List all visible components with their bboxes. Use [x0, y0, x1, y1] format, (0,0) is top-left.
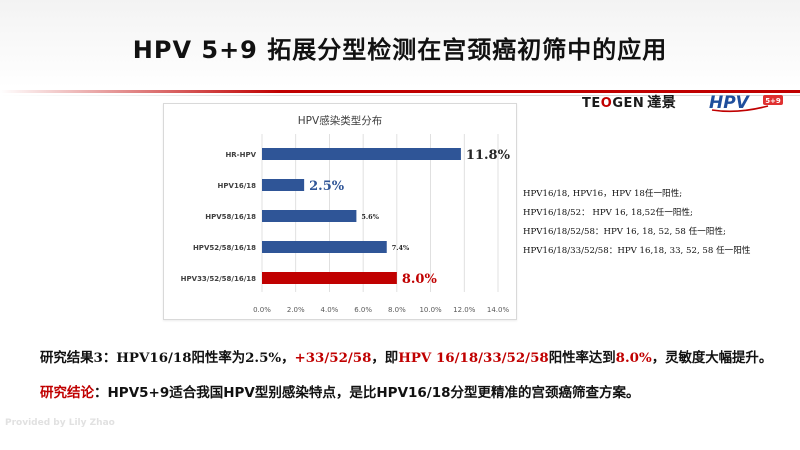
study-result-3: 研究结果3：HPV16/18阳性率为2.5%，+33/52/58，即HPV 16…	[40, 346, 790, 366]
chart-title: HPV感染类型分布	[298, 114, 382, 127]
chart-x-tick-label: 4.0%	[321, 306, 339, 314]
side-note-4: HPV16/18/33/52/58：HPV 16,18, 33, 52, 58 …	[523, 246, 751, 256]
title-underline-thin	[0, 95, 800, 96]
side-note-2: HPV16/18/52： HPV 16, 18,52任一阳性;	[523, 208, 693, 218]
hpv-logo-badge-bg	[763, 95, 783, 105]
chart-category-label: HPV33/52/58/16/18	[181, 275, 256, 283]
result-part-7: ，灵敏度大幅提升。	[651, 350, 773, 366]
result-part-3: ，即	[371, 350, 399, 366]
conclusion-text: ：HPV5+9适合我国HPV型别感染特点，是比HPV16/18分型更精准的宫颈癌…	[94, 385, 640, 401]
result-part-5: 阳性率达到	[548, 350, 616, 366]
result-part-6: 8.0%	[615, 350, 652, 366]
hpv-logo-text: HPV	[709, 93, 751, 113]
teogen-logo-chinese: 達景	[647, 95, 677, 111]
teogen-logo-prefix: TE	[582, 96, 601, 111]
bar-chart: HPV感染类型分布 HR-HPV HPV16/18 HPV58/16/18 HPV52…	[181, 114, 511, 314]
chart-x-tick-label: 10.0%	[419, 306, 442, 314]
chart-x-tick-label: 2.0%	[287, 306, 305, 314]
chart-data-label: 2.5%	[309, 179, 345, 194]
title-band	[0, 0, 800, 88]
chart-x-tick-label: 8.0%	[388, 306, 406, 314]
result-part-1: 研究结果3：HPV16/18阳性率为2.5%，	[40, 350, 295, 366]
chart-category-label: HPV52/58/16/18	[193, 244, 256, 252]
chart-data-labels: 11.8% 2.5% 5.6% 7.4% 8.0%	[309, 148, 510, 287]
chart-data-label: 8.0%	[402, 272, 438, 287]
chart-x-tick-label: 6.0%	[354, 306, 372, 314]
chart-bars	[262, 148, 461, 284]
title-underline	[0, 90, 800, 93]
hpv-5-9-logo: HPV 5+9	[709, 93, 783, 113]
chart-data-label: 5.6%	[361, 213, 379, 221]
chart-bar	[262, 241, 387, 253]
watermark: Provided by Lily Zhao	[5, 418, 115, 428]
slide-title: HPV 5+9 拓展分型检测在宫颈癌初筛中的应用	[132, 36, 668, 64]
result-part-2: +33/52/58	[294, 350, 372, 366]
chart-data-label: 7.4%	[392, 244, 410, 252]
teogen-logo-suffix: GEN	[612, 96, 645, 111]
hpv-logo-swoosh	[711, 105, 769, 113]
chart-data-label: 11.8%	[466, 148, 511, 163]
side-note-1: HPV16/18, HPV16，HPV 18任一阳性;	[523, 189, 683, 199]
chart-x-tick-label: 14.0%	[487, 306, 510, 314]
teogen-logo-o: O	[600, 96, 613, 111]
hpv-logo-badge: 5+9	[765, 97, 781, 105]
side-notes: HPV16/18, HPV16，HPV 18任一阳性; HPV16/18/52：…	[523, 185, 793, 261]
chart-bar	[262, 210, 357, 222]
chart-x-tick-label: 0.0%	[253, 306, 271, 314]
teogen-logo: TEOGEN 達景	[582, 92, 677, 111]
chart-bar	[262, 272, 397, 284]
chart-category-labels: HR-HPV HPV16/18 HPV58/16/18 HPV52/58/16/18 H…	[181, 151, 257, 283]
chart-bar	[262, 179, 305, 191]
side-note-3: HPV16/18/52/58：HPV 16, 18, 52, 58 任一阳性;	[523, 227, 726, 237]
chart-category-label: HR-HPV	[225, 151, 256, 159]
chart-container: HPV感染类型分布 HR-HPV HPV16/18 HPV58/16/18 HPV52…	[163, 103, 517, 320]
result-part-4: HPV 16/18/33/52/58	[398, 350, 549, 366]
chart-x-tick-labels: 0.0% 2.0% 4.0% 6.0% 8.0% 10.0% 12.0% 14.0%	[253, 306, 509, 314]
chart-category-label: HPV16/18	[218, 182, 257, 190]
chart-bar	[262, 148, 461, 160]
study-conclusion: 研究结论：HPV5+9适合我国HPV型别感染特点，是比HPV16/18分型更精准…	[40, 381, 790, 401]
chart-x-tick-label: 12.0%	[453, 306, 476, 314]
conclusion-label: 研究结论	[40, 385, 94, 401]
chart-category-label: HPV58/16/18	[205, 213, 256, 221]
